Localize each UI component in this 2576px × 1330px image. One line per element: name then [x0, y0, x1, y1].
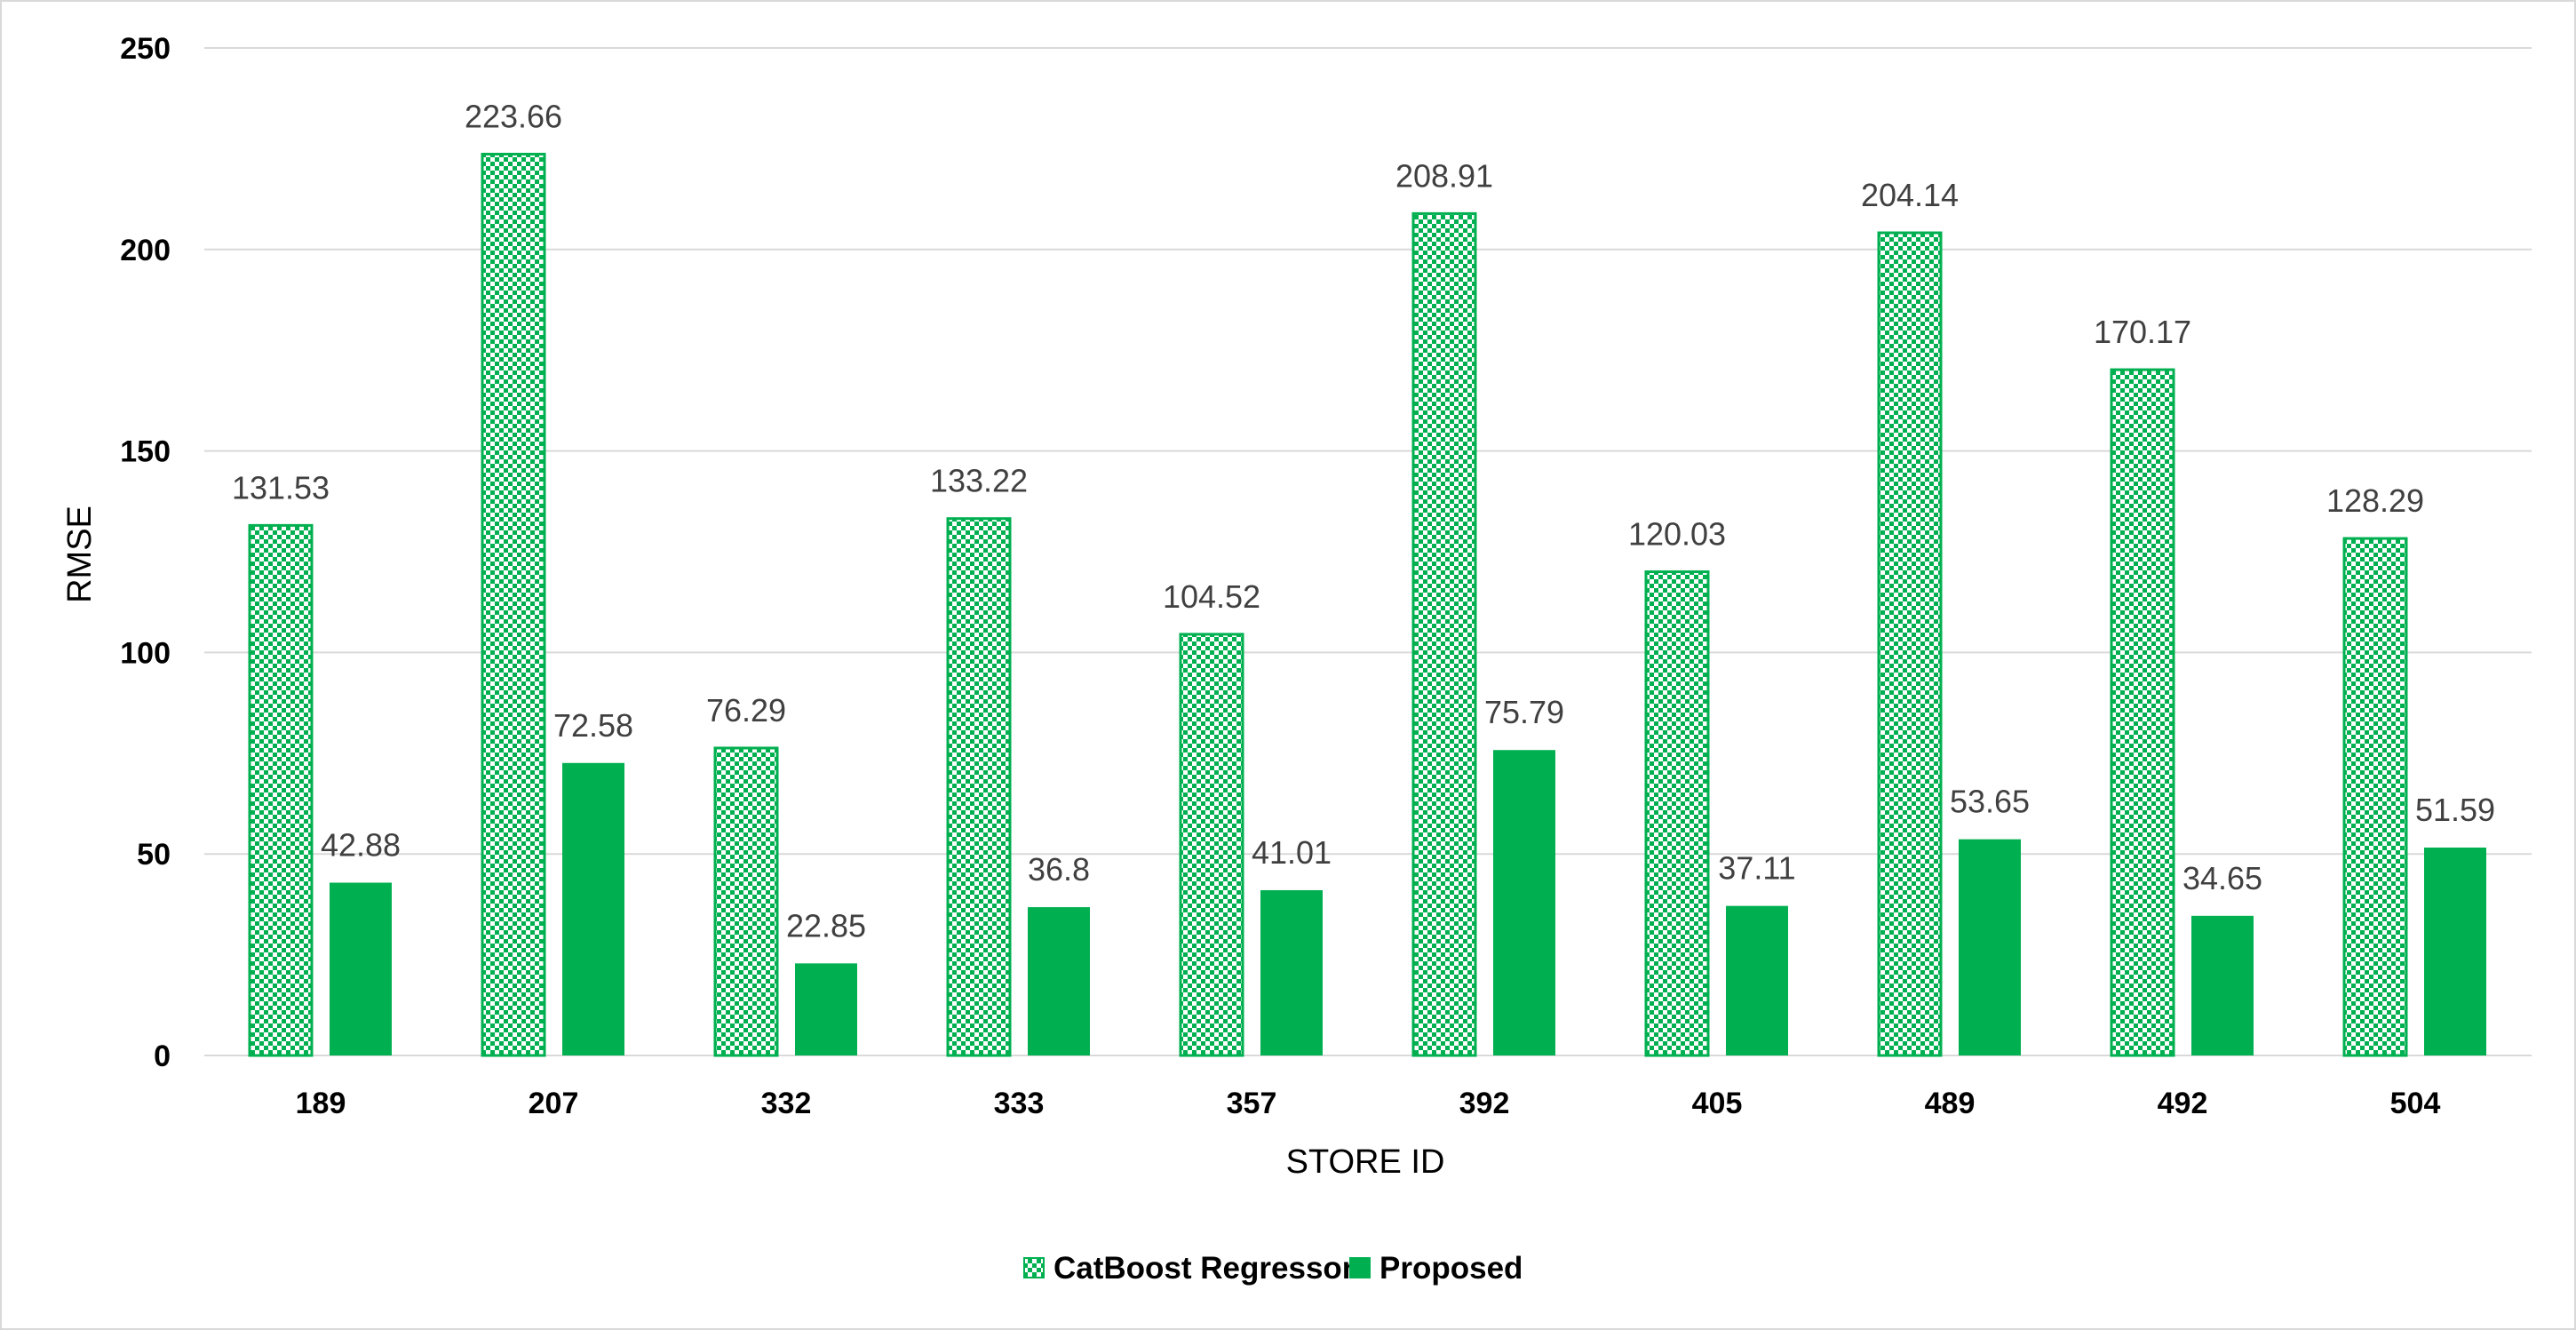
data-label-catboost-392: 208.91 — [1395, 157, 1493, 194]
data-label-catboost-333: 133.22 — [930, 463, 1028, 499]
bar-catboost-207 — [481, 152, 546, 1057]
y-tick-label: 50 — [137, 838, 171, 872]
x-tick-label: 405 — [1692, 1087, 1743, 1120]
data-label-catboost-504: 128.29 — [2326, 482, 2424, 519]
data-labels: 131.53 42.88 223.66 72.58 76.29 22.85 133.22 36… — [232, 98, 2495, 944]
data-label-catboost-489: 204.14 — [1861, 177, 1959, 213]
data-label-proposed-492: 34.65 — [2182, 860, 2262, 896]
data-label-catboost-405: 120.03 — [1628, 516, 1726, 553]
legend-label-catboost: CatBoost Regressor — [1053, 1251, 1355, 1286]
y-tick-label: 100 — [120, 636, 171, 670]
bar-proposed-333 — [1028, 907, 1090, 1055]
bar-catboost-357 — [1179, 633, 1244, 1057]
x-tick-label: 207 — [529, 1087, 579, 1120]
data-label-catboost-492: 170.17 — [2094, 314, 2191, 350]
bar-catboost-333 — [946, 517, 1012, 1057]
y-axis-label: RMSE — [61, 506, 99, 603]
bar-proposed-332 — [795, 963, 857, 1055]
bars — [248, 152, 2486, 1057]
bar-catboost-489 — [1877, 231, 1943, 1057]
x-tick-label: 504 — [2390, 1087, 2441, 1120]
x-tick-label: 489 — [1925, 1087, 1976, 1120]
data-label-proposed-207: 72.58 — [553, 707, 633, 744]
bar-proposed-489 — [1959, 839, 2021, 1055]
data-label-proposed-189: 42.88 — [321, 826, 401, 863]
data-label-proposed-332: 22.85 — [786, 907, 866, 944]
bar-catboost-492 — [2110, 368, 2175, 1057]
bar-catboost-504 — [2342, 537, 2408, 1057]
y-tick-label: 250 — [120, 32, 171, 66]
bar-proposed-504 — [2424, 847, 2486, 1055]
data-label-proposed-405: 37.11 — [1718, 850, 1795, 887]
bar-proposed-207 — [562, 762, 624, 1055]
data-label-proposed-504: 51.59 — [2415, 792, 2495, 828]
legend-swatch-catboost — [1023, 1257, 1045, 1278]
x-axis-label: STORE ID — [1286, 1143, 1445, 1181]
bar-proposed-357 — [1260, 889, 1323, 1055]
gridlines — [204, 47, 2532, 1056]
x-tick-label: 333 — [994, 1087, 1045, 1120]
data-label-proposed-333: 36.8 — [1028, 851, 1090, 888]
bar-catboost-189 — [248, 523, 314, 1057]
x-tick-label: 189 — [296, 1087, 346, 1120]
data-label-catboost-332: 76.29 — [706, 692, 786, 729]
bar-proposed-492 — [2191, 915, 2254, 1055]
bar-catboost-392 — [1411, 211, 1477, 1057]
data-label-catboost-207: 223.66 — [465, 98, 562, 134]
data-label-catboost-189: 131.53 — [232, 469, 330, 506]
legend: CatBoost Regressor Proposed — [1023, 1251, 1523, 1286]
bar-proposed-405 — [1726, 905, 1788, 1055]
data-label-catboost-357: 104.52 — [1163, 578, 1260, 615]
y-tick-label: 0 — [154, 1039, 171, 1073]
bar-catboost-405 — [1644, 570, 1710, 1057]
y-tick-label: 200 — [120, 234, 171, 267]
y-tick-label: 150 — [120, 435, 171, 469]
x-tick-label: 392 — [1459, 1087, 1510, 1120]
legend-swatch-proposed — [1349, 1257, 1371, 1278]
x-axis-ticks: 189 207 332 333 357 392 405 489 492 504 — [296, 1087, 2441, 1120]
y-axis-ticks: 0 50 100 150 200 250 — [120, 32, 171, 1073]
data-label-proposed-357: 41.01 — [1252, 834, 1332, 871]
bar-catboost-332 — [713, 746, 779, 1057]
x-tick-label: 492 — [2158, 1087, 2208, 1120]
x-tick-label: 332 — [761, 1087, 812, 1120]
data-label-proposed-489: 53.65 — [1950, 784, 2030, 820]
legend-label-proposed: Proposed — [1379, 1251, 1523, 1286]
x-tick-label: 357 — [1227, 1087, 1277, 1120]
bar-proposed-189 — [330, 882, 392, 1055]
data-label-proposed-392: 75.79 — [1484, 694, 1564, 730]
bar-proposed-392 — [1493, 750, 1555, 1055]
